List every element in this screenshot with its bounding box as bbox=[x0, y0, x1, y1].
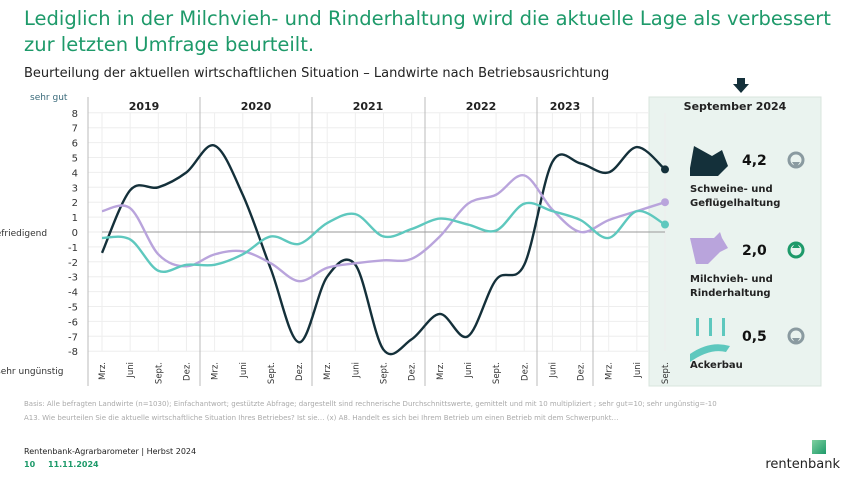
year-label: September 2024 bbox=[684, 100, 787, 113]
panel-label: Ackerbau bbox=[690, 360, 743, 371]
x-tick-label: Sept. bbox=[492, 362, 502, 384]
x-tick-label: Mrz. bbox=[436, 362, 446, 380]
x-tick-label: Juni bbox=[239, 362, 249, 379]
rentenbank-logo-icon bbox=[812, 440, 826, 454]
logo-text: rentenbank bbox=[765, 457, 840, 472]
y-tick-label: 3 bbox=[72, 183, 78, 194]
x-tick-label: Sept. bbox=[154, 362, 164, 384]
year-label: 2020 bbox=[241, 100, 272, 113]
line-chart: 8 7 6 5 4 3 2 1 0 -1 -2 -3 -4 -5 -6 -7 -8 Mrz. Juni Sept. De… bbox=[0, 78, 822, 387]
x-tick-label: Dez. bbox=[577, 362, 587, 381]
source-label: Rentenbank-Agrarbarometer | Herbst 2024 bbox=[24, 447, 197, 456]
panel-value: 4,2 bbox=[742, 153, 767, 169]
panel-value: 0,5 bbox=[742, 329, 767, 345]
y-tick-label: -1 bbox=[68, 243, 78, 254]
pig-chicken-icon bbox=[690, 146, 728, 176]
y-tick-label: 8 bbox=[72, 109, 78, 120]
y-tick-label: -3 bbox=[68, 273, 78, 284]
highlight-panel bbox=[648, 96, 822, 387]
panel-label: Rinderhaltung bbox=[690, 288, 771, 299]
year-label: 2023 bbox=[550, 100, 581, 113]
wheat-stalk-icon bbox=[722, 318, 725, 336]
year-label: 2019 bbox=[129, 100, 160, 113]
y-label-mid: befriedigend bbox=[0, 229, 47, 239]
x-tick-label: Mrz. bbox=[323, 362, 333, 380]
arrow-up-icon bbox=[792, 242, 800, 248]
y-label-top: sehr gut bbox=[30, 93, 68, 103]
x-tick-label: Juni bbox=[126, 362, 136, 379]
y-tick-label: -4 bbox=[68, 288, 78, 299]
chart-subtitle: Beurteilung der aktuellen wirtschaftlich… bbox=[24, 66, 610, 81]
year-label: 2022 bbox=[466, 100, 497, 113]
x-tick-label: Juni bbox=[548, 362, 558, 379]
series-end-marker bbox=[661, 198, 669, 207]
page-title: Lediglich in der Milchvieh- und Rinderha… bbox=[24, 7, 831, 56]
y-tick-label: -2 bbox=[68, 258, 78, 269]
basis-note: Basis: Alle befragten Landwirte (n=1030)… bbox=[24, 400, 717, 408]
panel-label: Geflügelhaltung bbox=[690, 198, 780, 209]
y-tick-label: 2 bbox=[72, 198, 78, 209]
y-tick-label: -7 bbox=[68, 332, 78, 343]
y-label-bottom: sehr ungünstig bbox=[0, 367, 63, 377]
y-tick-label: 6 bbox=[72, 139, 78, 150]
year-label: 2021 bbox=[353, 100, 384, 113]
panel-value: 2,0 bbox=[742, 243, 767, 259]
series-line bbox=[101, 201, 666, 273]
question-note: A13. Wie beurteilen Sie die aktuelle wir… bbox=[24, 414, 619, 422]
x-tick-label: Mrz. bbox=[98, 362, 108, 380]
arrow-down-icon bbox=[792, 338, 800, 344]
y-tick-label: 5 bbox=[72, 154, 78, 165]
y-tick-label: -6 bbox=[68, 317, 78, 328]
x-tick-label: Dez. bbox=[408, 362, 418, 381]
x-tick-label: Dez. bbox=[182, 362, 192, 381]
y-tick-label: 1 bbox=[72, 213, 78, 224]
wheat-field-icon bbox=[690, 344, 730, 362]
panel-label: Schweine- und bbox=[690, 184, 773, 195]
x-tick-label: Sept. bbox=[661, 362, 671, 384]
wheat-stalk-icon bbox=[709, 318, 712, 336]
x-tick-label: Dez. bbox=[295, 362, 305, 381]
x-tick-label: Juni bbox=[633, 362, 643, 379]
x-tick-label: Mrz. bbox=[605, 362, 615, 380]
down-arrow-icon bbox=[733, 78, 749, 93]
cow-icon bbox=[690, 232, 728, 264]
x-tick-label: Mrz. bbox=[211, 362, 221, 380]
date-label: 11.11.2024 bbox=[48, 460, 99, 469]
x-tick-label: Dez. bbox=[520, 362, 530, 381]
x-tick-label: Sept. bbox=[380, 362, 390, 384]
series-end-marker bbox=[661, 165, 669, 174]
x-tick-label: Sept. bbox=[267, 362, 277, 384]
x-tick-label: Juni bbox=[351, 362, 361, 379]
y-tick-label: 0 bbox=[72, 228, 78, 239]
x-tick-label: Juni bbox=[464, 362, 474, 379]
y-tick-label: 4 bbox=[72, 168, 78, 179]
y-tick-label: 7 bbox=[72, 124, 78, 135]
series-line bbox=[100, 144, 666, 356]
panel-label: Milchvieh- und bbox=[690, 274, 773, 285]
y-tick-label: -5 bbox=[68, 303, 78, 314]
arrow-down-icon bbox=[792, 162, 800, 168]
page-number: 10 bbox=[24, 460, 36, 469]
y-tick-label: -8 bbox=[68, 347, 78, 358]
series-end-marker bbox=[661, 220, 669, 229]
wheat-stalk-icon bbox=[696, 318, 699, 336]
